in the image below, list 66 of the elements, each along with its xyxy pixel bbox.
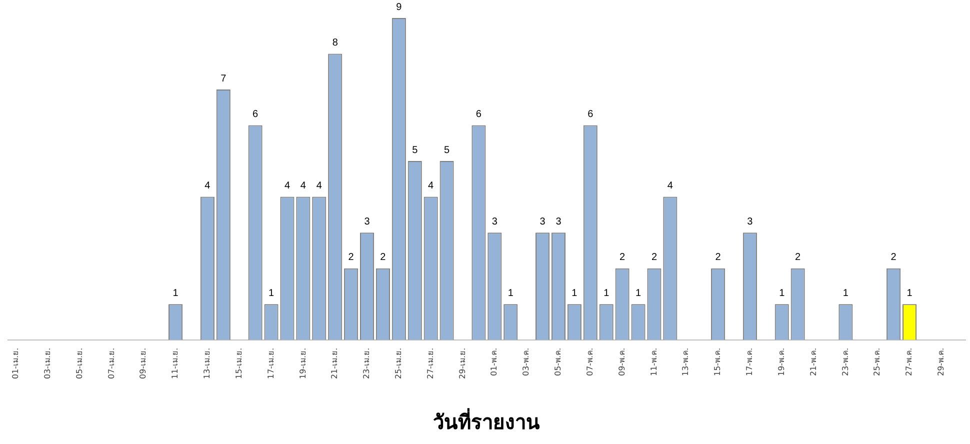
x-tick-label: 11-เม.ย.	[170, 348, 180, 380]
data-label: 7	[220, 73, 227, 84]
x-tick-label: 17-พ.ค.	[745, 348, 754, 376]
data-label: 5	[412, 144, 418, 156]
data-label: 1	[779, 288, 786, 299]
data-label: 1	[635, 288, 642, 299]
x-tick-label: 25-พ.ค.	[872, 348, 882, 376]
data-label: 4	[428, 180, 434, 192]
data-label: 4	[667, 180, 674, 192]
data-label: 1	[572, 288, 578, 299]
x-tick-label: 03-เม.ย.	[42, 348, 52, 380]
data-label: 2	[380, 252, 386, 264]
x-tick-label: 15-เม.ย.	[234, 348, 244, 380]
data-label: 9	[396, 2, 402, 13]
x-tick-label: 29-พ.ค.	[936, 348, 946, 376]
x-tick-label: 09-เม.ย.	[138, 348, 148, 380]
x-tick-label: 05-เม.ย.	[74, 348, 84, 380]
x-tick-label: 23-พ.ค.	[840, 348, 850, 376]
data-label: 3	[747, 216, 754, 228]
data-label: 6	[476, 109, 482, 120]
x-tick-label: 07-พ.ค.	[585, 348, 594, 376]
x-tick-label: 27-พ.ค.	[904, 348, 914, 376]
x-tick-label: 07-เม.ย.	[106, 348, 116, 380]
data-label: 1	[508, 288, 514, 299]
x-tick-label: 19-เม.ย.	[298, 348, 308, 380]
x-tick-label: 19-พ.ค.	[776, 348, 786, 376]
data-label: 1	[842, 288, 849, 299]
data-label: 6	[252, 109, 259, 120]
data-label: 3	[540, 216, 546, 228]
data-label: 5	[444, 144, 450, 156]
data-label: 8	[332, 38, 338, 49]
x-tick-label: 23-เม.ย.	[362, 348, 372, 380]
data-label: 2	[795, 252, 802, 264]
data-label: 3	[492, 216, 498, 228]
x-tick-label: 21-พ.ค.	[808, 348, 818, 376]
x-axis-title: วันที่รายงาน	[433, 407, 540, 434]
data-label: 1	[172, 288, 179, 299]
data-label: 1	[604, 288, 610, 299]
data-label: 2	[651, 252, 658, 264]
x-tick-label: 01-พ.ค.	[490, 348, 499, 376]
data-label: 4	[316, 180, 322, 192]
x-tick-label: 01-เม.ย.	[11, 348, 20, 380]
data-label: 2	[348, 252, 354, 264]
x-tick-label: 03-พ.ค.	[522, 348, 531, 376]
x-tick-label: 11-พ.ค.	[649, 348, 658, 376]
data-label: 1	[906, 288, 913, 299]
x-tick-label: 25-เม.ย.	[394, 348, 403, 380]
data-label: 4	[204, 180, 211, 192]
x-tick-label: 13-เม.ย.	[202, 348, 212, 380]
data-label: 4	[284, 180, 290, 192]
data-label: 2	[620, 252, 626, 264]
data-label: 2	[890, 252, 897, 264]
x-tick-label: 21-เม.ย.	[330, 348, 340, 380]
data-label: 3	[364, 216, 370, 228]
data-label: 2	[715, 252, 722, 264]
x-tick-label: 05-พ.ค.	[554, 348, 563, 376]
x-tick-label: 15-พ.ค.	[713, 348, 722, 376]
x-tick-label: 13-พ.ค.	[681, 348, 690, 376]
data-label: 3	[556, 216, 562, 228]
x-tick-label: 29-เม.ย.	[458, 348, 467, 380]
x-tick-label: 09-พ.ค.	[617, 348, 626, 376]
data-label: 4	[300, 180, 306, 192]
data-label: 6	[588, 109, 594, 120]
x-tick-label: 27-เม.ย.	[426, 348, 435, 380]
x-tick-label: 17-เม.ย.	[266, 348, 276, 380]
data-label: 1	[268, 288, 274, 299]
